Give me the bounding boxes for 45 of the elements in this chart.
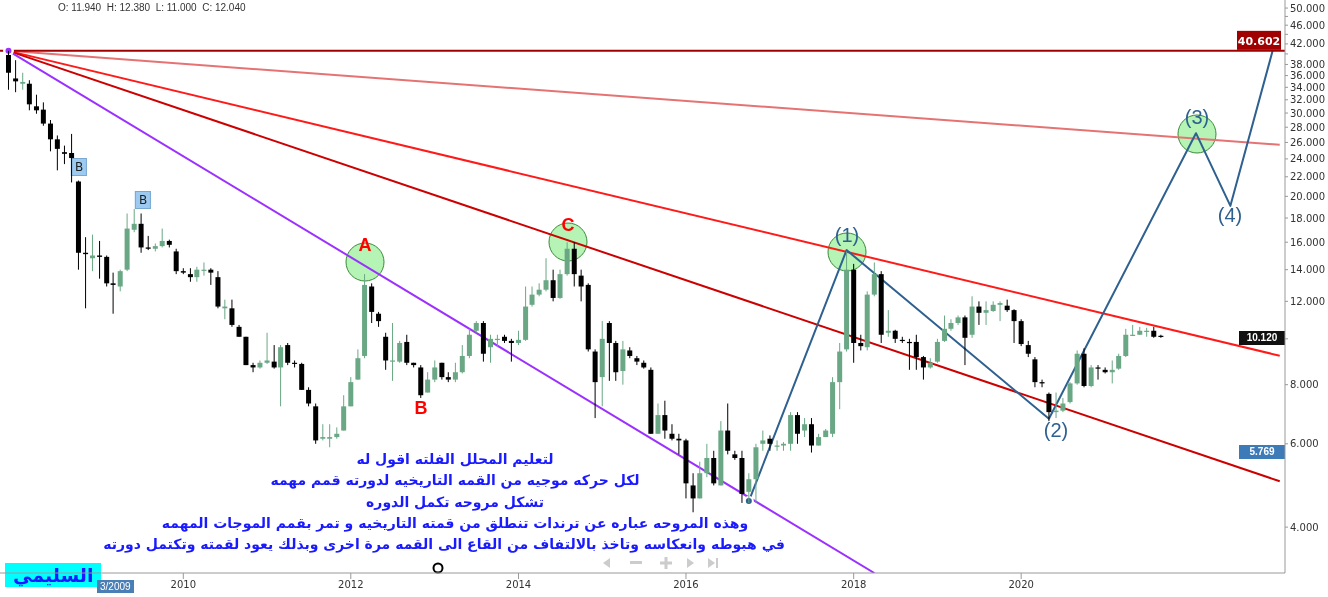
y-tick-label: 32.000 [1290, 94, 1325, 106]
y-tick-label: 46.000 [1290, 19, 1325, 31]
y-tick-label: 30.000 [1290, 107, 1325, 119]
y-tick-label: 6.000 [1290, 438, 1319, 450]
annotation: B [70, 158, 88, 176]
annotation: وهذه المروحه عباره عن ترندات تنطلق من قمته التاريخيه و تمر بقمم الموجات المهمه [160, 514, 750, 531]
y-tick-label: 22.000 [1290, 171, 1325, 183]
x-tick-label: 2012 [338, 579, 364, 591]
x-tick-label: 2020 [1008, 579, 1034, 591]
annotation: (3) [1184, 106, 1210, 128]
ref-line-label: 40.602 [1237, 34, 1281, 48]
annotation: A [358, 235, 372, 255]
y-tick-label: 42.000 [1290, 38, 1325, 50]
annotation: O: 11.940 H: 12.380 L: 11.000 C: 12.040 [58, 2, 246, 13]
y-tick-label: 8.000 [1290, 379, 1319, 391]
y-tick-label: 20.000 [1290, 190, 1325, 202]
annotation: تشكل مروحه تكمل الدوره [365, 493, 545, 510]
x-tick-label: 2018 [840, 579, 867, 591]
y-tick-label: 18.000 [1290, 212, 1325, 224]
y-tick-label: 26.000 [1290, 137, 1325, 148]
annotation: في هبوطه وانعكاسه وتاخذ بالالتفاف من القاع الى القمه مرة اخرى وبذلك يعود لقمته وتكتمل دورته [103, 536, 785, 553]
y-tick-label: 4.000 [1290, 521, 1319, 533]
annotation: (1) [834, 224, 860, 246]
x-tick-label: 2010 [170, 579, 197, 591]
annotation: (2) [1043, 419, 1069, 441]
y-tick-label: 36.000 [1290, 70, 1325, 82]
annotation: 10.120 [1239, 331, 1285, 345]
annotation: لكل حركه موجيه من القمه التاريخيه لدورته قمم مهمه [269, 472, 641, 489]
y-tick-label: 38.000 [1290, 59, 1325, 71]
x-tick-label: 2016 [673, 579, 699, 591]
annotation: 5.769 [1239, 445, 1285, 459]
annotation: B [414, 398, 428, 418]
annotation: C [561, 215, 575, 235]
y-tick-label: 50.000 [1290, 2, 1325, 14]
x-tick-label: 2014 [505, 579, 532, 591]
annotation: B [134, 191, 152, 209]
annotation: لتعليم المحلل الفلته اقول له [355, 451, 555, 467]
y-tick-label: 28.000 [1290, 121, 1325, 133]
y-tick-label: 24.000 [1290, 153, 1325, 165]
y-tick-label: 14.000 [1290, 264, 1325, 276]
y-tick-label: 34.000 [1290, 81, 1325, 93]
annotation: (4) [1217, 204, 1243, 226]
text: 3/2009 [97, 580, 134, 593]
y-tick-label: 16.000 [1290, 236, 1325, 248]
y-tick-label: 12.000 [1290, 295, 1325, 307]
